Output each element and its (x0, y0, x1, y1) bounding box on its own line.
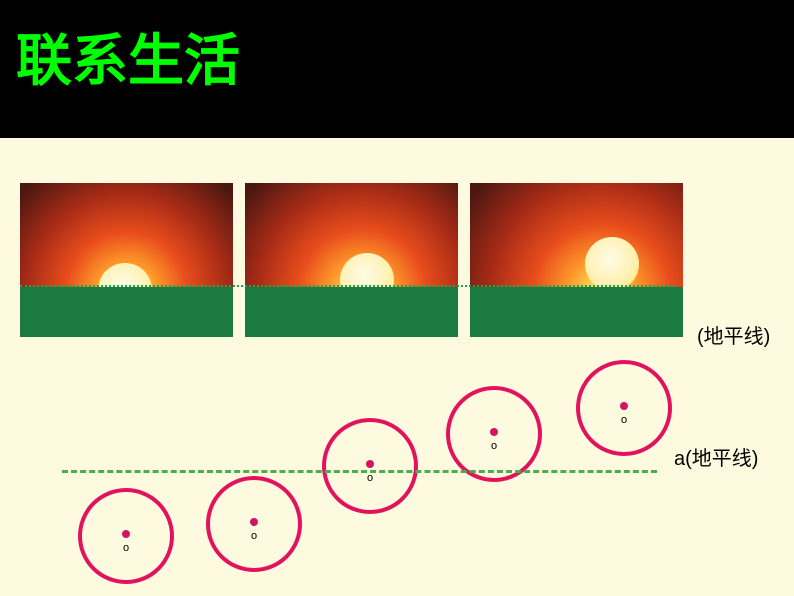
ground (470, 287, 683, 337)
circle-ring-4: o (446, 386, 542, 482)
horizon-line-photos (20, 285, 675, 287)
header-bar: 联系生活 (0, 0, 794, 138)
sun-icon (585, 237, 639, 291)
circle-ring-2: o (206, 476, 302, 572)
center-dot (366, 460, 374, 468)
sunset-photo-1 (20, 183, 233, 337)
horizon-line-diagram (62, 470, 657, 473)
horizon-label-2: a(地平线) (674, 442, 758, 471)
ground (20, 287, 233, 337)
circle-ring-3: o (322, 418, 418, 514)
photos-row (20, 183, 683, 337)
center-label: o (621, 414, 627, 426)
sunset-photo-2 (245, 183, 458, 337)
circle-ring-1: o (78, 488, 174, 584)
sunset-photo-3 (470, 183, 683, 337)
center-label: o (123, 542, 129, 554)
circle-ring-5: o (576, 360, 672, 456)
center-dot (122, 530, 130, 538)
ground (245, 287, 458, 337)
center-dot (490, 428, 498, 436)
center-dot (620, 402, 628, 410)
center-label: o (491, 440, 497, 452)
horizon-label-1: (地平线) (697, 320, 770, 349)
center-label: o (251, 530, 257, 542)
center-label: o (367, 472, 373, 484)
center-dot (250, 518, 258, 526)
circles-diagram: o o o o o (0, 360, 794, 596)
page-title: 联系生活 (16, 16, 240, 97)
